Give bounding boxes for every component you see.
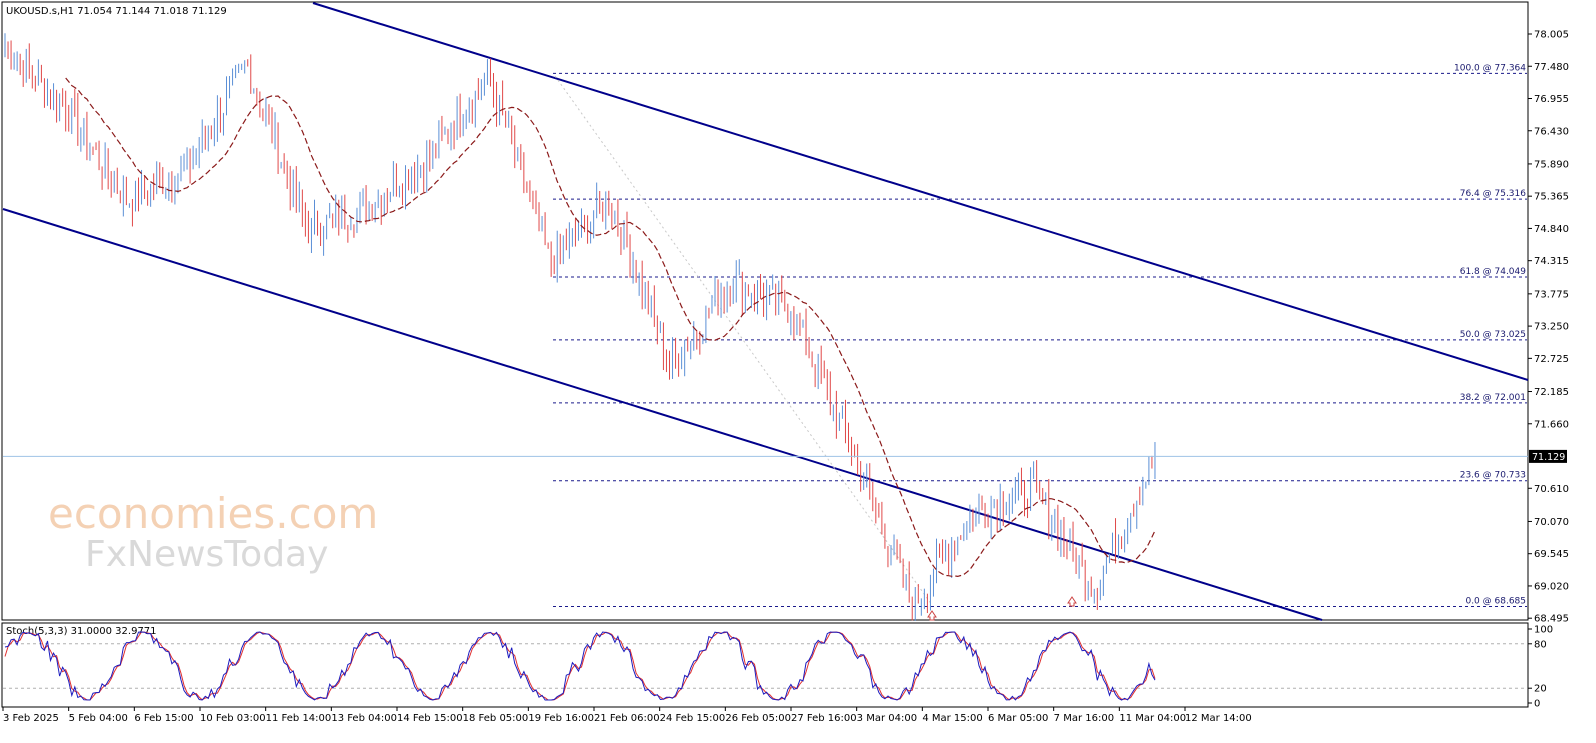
candlesticks [4,33,1156,621]
time-tick-label: 3 Mar 04:00 [857,713,917,724]
price-tick-label: 76.955 [1534,94,1569,105]
price-axis: 78.005 77.480 76.955 76.430 75.890 75.365 74.8… [1528,30,1569,625]
time-tick-label: 7 Mar 16:00 [1054,713,1114,724]
fib-level-label: 100.0 @ 77.364 [1454,63,1526,73]
moving-average-line [65,77,1156,578]
stochastic-oscillator [3,631,1527,701]
time-tick-label: 26 Feb 05:00 [725,713,791,724]
fib-diagonal [554,75,933,606]
fib-level-label: 38.2 @ 72.001 [1460,393,1526,403]
time-tick-label: 11 Mar 04:00 [1119,713,1186,724]
price-tick-label: 69.545 [1534,549,1569,560]
time-tick-label: 13 Feb 04:00 [331,713,397,724]
price-tick-label: 72.185 [1534,387,1569,398]
stoch-tick-label: 100 [1534,625,1553,636]
time-tick-label: 6 Feb 15:00 [134,713,193,724]
fib-level-label: 76.4 @ 75.316 [1460,189,1527,199]
up-arrow-icon [1067,596,1077,607]
price-tick-label: 78.005 [1534,30,1569,41]
time-tick-label: 5 Feb 04:00 [69,713,128,724]
stoch-main-line [4,631,1156,701]
time-tick-label: 11 Feb 14:00 [266,713,332,724]
current-price-label: 71.129 [1532,452,1565,463]
time-axis: 3 Feb 2025 5 Feb 04:00 6 Feb 15:00 10 Feb 0… [2,707,1252,724]
price-tick-label: 72.725 [1534,354,1569,365]
price-tick-label: 70.610 [1534,484,1569,495]
time-tick-label: 18 Feb 05:00 [463,713,529,724]
fib-level-label: 61.8 @ 74.049 [1460,267,1527,277]
price-tick-label: 70.070 [1534,517,1569,528]
stoch-tick-label: 20 [1534,684,1547,695]
price-tick-label: 73.250 [1534,322,1569,333]
fib-level-label: 23.6 @ 70.733 [1460,471,1526,481]
price-tick-label: 73.775 [1534,289,1569,300]
stoch-header: Stoch(5,3,3) 31.0000 32.9771 [6,626,157,637]
time-tick-label: 3 Feb 2025 [3,713,59,724]
time-tick-label: 24 Feb 15:00 [660,713,726,724]
time-tick-label: 14 Feb 15:00 [397,713,463,724]
watermark-line2: FxNewsToday [85,534,328,575]
low-markers [927,596,1077,621]
price-tick-label: 75.365 [1534,192,1569,203]
symbol-header: UKOUSD.s,H1 71.054 71.144 71.018 71.129 [6,6,227,17]
descending-channel [2,2,1529,621]
time-tick-label: 21 Feb 06:00 [594,713,660,724]
price-tick-label: 76.430 [1534,126,1569,137]
time-tick-label: 19 Feb 16:00 [528,713,594,724]
time-tick-label: 27 Feb 16:00 [791,713,857,724]
price-tick-label: 74.315 [1534,256,1569,267]
time-tick-label: 10 Feb 03:00 [200,713,266,724]
time-tick-label: 12 Mar 14:00 [1185,713,1252,724]
price-tick-label: 74.840 [1534,224,1569,235]
time-tick-label: 4 Mar 15:00 [922,713,982,724]
watermark: economies.com FxNewsToday [48,489,378,575]
price-tick-label: 69.020 [1534,581,1569,592]
watermark-line1: economies.com [48,489,378,538]
time-tick-label: 6 Mar 05:00 [988,713,1048,724]
stoch-tick-label: 0 [1534,699,1540,710]
channel-lower-line[interactable] [2,208,1323,621]
price-tick-label: 75.890 [1534,159,1569,170]
channel-upper-line[interactable] [312,2,1529,381]
price-tick-label: 71.660 [1534,419,1569,430]
stochastic-axis: 100 80 20 0 [1528,625,1553,710]
price-tick-label: 77.480 [1534,62,1569,73]
price-tick-label: 68.495 [1534,614,1569,625]
fib-level-label: 50.0 @ 73.025 [1460,330,1526,340]
up-arrow-icon [927,610,937,621]
current-price-tag: 71.129 [1529,449,1567,463]
fib-level-label: 0.0 @ 68.685 [1465,597,1526,607]
stoch-tick-label: 80 [1534,639,1547,650]
